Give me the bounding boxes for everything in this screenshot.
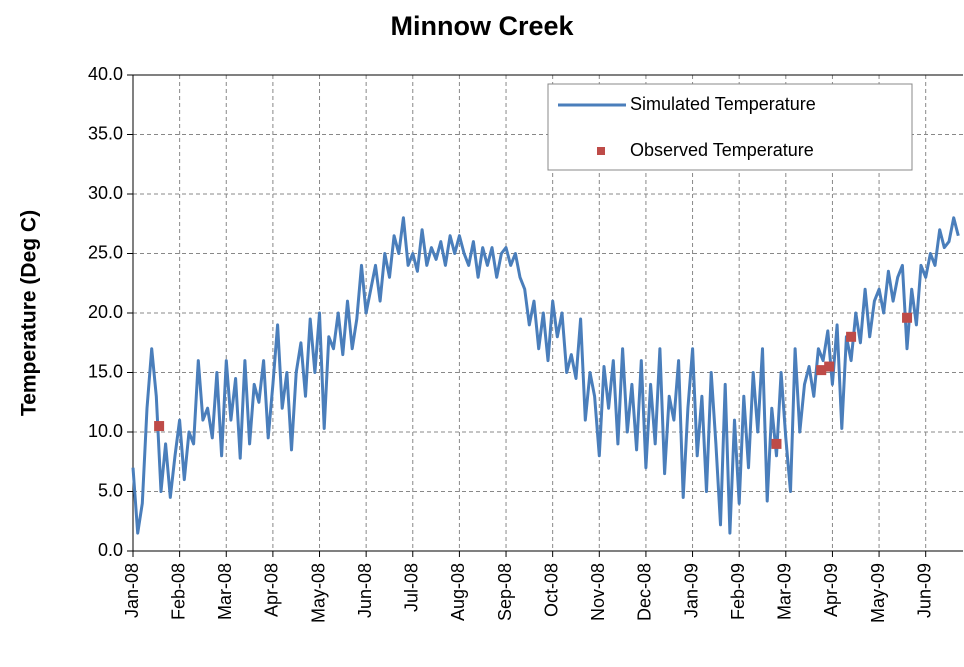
y-tick-label: 5.0 <box>98 480 123 500</box>
point <box>816 365 827 376</box>
y-tick-label: 40.0 <box>88 64 123 84</box>
x-tick-label: Sep-08 <box>495 563 515 621</box>
y-tick-label: 0.0 <box>98 540 123 560</box>
chart-title: Minnow Creek <box>390 11 574 41</box>
line-series <box>131 216 960 535</box>
y-tick-label: 15.0 <box>88 361 123 381</box>
x-tick-label: Feb-08 <box>168 563 188 620</box>
x-tick-label: Feb-09 <box>728 563 748 620</box>
x-tick-label: Apr-08 <box>262 563 282 617</box>
x-tick-label: Jun-08 <box>355 563 375 618</box>
x-tick-label: Jan-08 <box>122 563 142 618</box>
x-tick-label: Jan-09 <box>681 563 701 618</box>
y-tick-label: 25.0 <box>88 242 123 262</box>
point <box>154 421 165 432</box>
legend-box <box>547 83 913 171</box>
x-tick-label: Apr-09 <box>821 563 841 617</box>
point <box>846 331 857 342</box>
y-tick-label: 20.0 <box>88 302 123 322</box>
x-tick-label: Jul-08 <box>402 563 422 612</box>
point <box>824 361 835 372</box>
x-tick-label: Dec-08 <box>635 563 655 621</box>
legend-label: Simulated Temperature <box>630 94 816 114</box>
legend-label: Observed Temperature <box>630 140 814 160</box>
x-tick-label: Mar-08 <box>215 563 235 620</box>
x-tick-label: Mar-09 <box>775 563 795 620</box>
x-tick-label: Nov-08 <box>588 563 608 621</box>
point <box>771 438 782 449</box>
x-tick-label: Jun-09 <box>914 563 934 618</box>
x-tick-label: May-09 <box>868 563 888 623</box>
legend-swatch <box>597 147 605 155</box>
y-tick-label: 30.0 <box>88 183 123 203</box>
point <box>902 312 913 323</box>
x-tick-label: Oct-08 <box>541 563 561 617</box>
y-tick-label: 10.0 <box>88 421 123 441</box>
y-tick-label: 35.0 <box>88 123 123 143</box>
y-axis-label: Temperature (Deg C) <box>18 210 41 416</box>
x-tick-label: Aug-08 <box>448 563 468 621</box>
x-tick-label: May-08 <box>308 563 328 623</box>
